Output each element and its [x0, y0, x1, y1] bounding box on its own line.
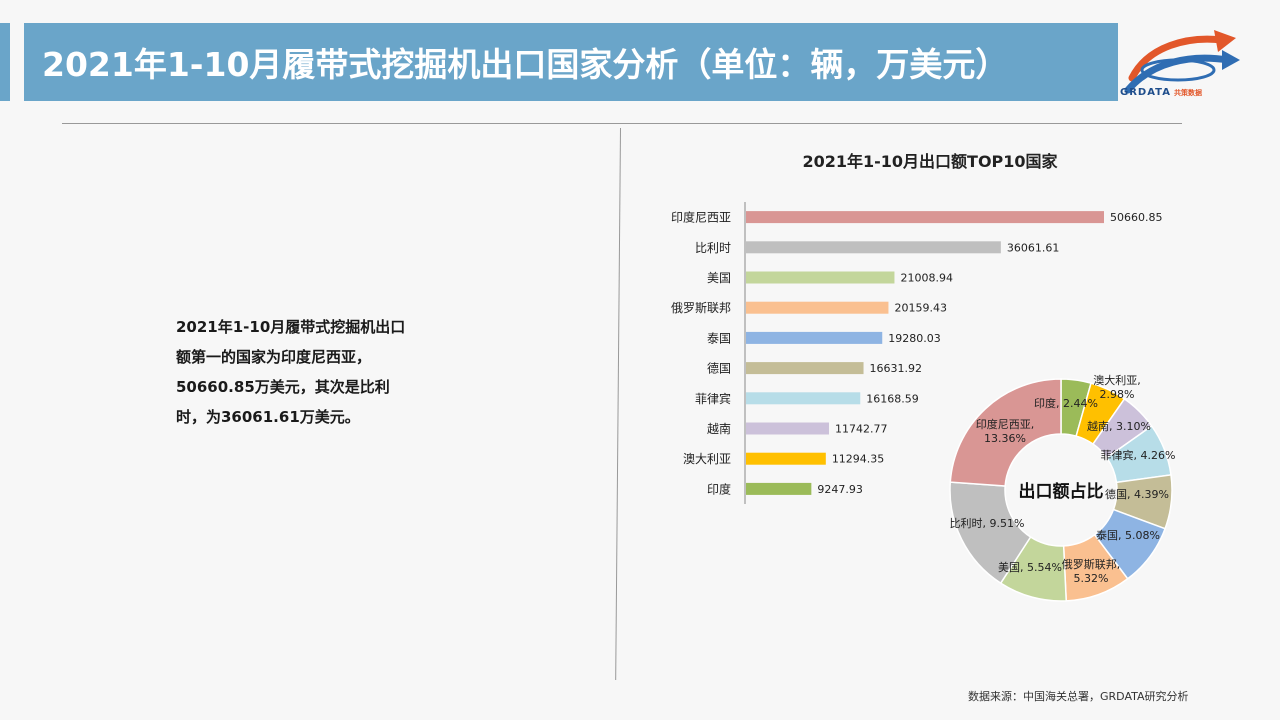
category-label: 越南 [707, 421, 731, 436]
category-label: 美国 [707, 271, 731, 285]
bar [746, 482, 812, 495]
title-accent-bar [0, 23, 10, 101]
summary-line: 50660.85万美元，其次是比利 [176, 378, 390, 396]
grdata-logo-icon [1124, 30, 1240, 94]
logo-wordmark: GRDATA 共策数据 [1120, 87, 1202, 98]
bar [746, 452, 826, 465]
category-label: 德国 [707, 361, 731, 376]
bar [746, 422, 829, 435]
source-note: 数据来源：中国海关总署，GRDATA研究分析 [968, 690, 1189, 703]
bar [746, 301, 889, 314]
slice-label: 越南, 3.10% [1087, 419, 1151, 433]
value-label: 11294.35 [832, 453, 885, 466]
bar-chart-title: 2021年1-10月出口额TOP10国家 [802, 152, 1058, 171]
bar [746, 331, 883, 344]
bar [746, 211, 1104, 224]
bar [746, 362, 864, 375]
slice-label: 比利时, 9.51% [950, 517, 1025, 530]
slice-label: 印度尼西亚, 13.36% [976, 417, 1035, 445]
value-label: 11742.77 [835, 423, 888, 436]
category-label: 印度 [707, 481, 731, 496]
header-divider [62, 123, 1182, 124]
summary-text: 2021年1-10月履带式挖掘机出口 额第一的国家为印度尼西亚， 50660.8… [176, 312, 446, 432]
value-label: 9247.93 [817, 483, 863, 496]
category-label: 印度尼西亚 [671, 210, 731, 225]
summary-line: 时，为36061.61万美元。 [176, 408, 360, 426]
bar [746, 392, 861, 405]
summary-line: 2021年1-10月履带式挖掘机出口 [176, 318, 406, 336]
slice-label: 菲律宾, 4.26% [1101, 448, 1176, 462]
slice-label: 美国, 5.54% [998, 561, 1062, 574]
value-label: 16631.92 [870, 362, 923, 375]
slice-label: 德国, 4.39% [1105, 487, 1169, 501]
category-label: 泰国 [707, 331, 731, 345]
category-label: 澳大利亚 [683, 452, 731, 466]
bar [746, 271, 895, 284]
summary-line: 额第一的国家为印度尼西亚， [176, 348, 372, 366]
title-bar [24, 23, 1118, 101]
donut-slice [949, 378, 1062, 487]
donut-center-label: 出口额占比 [1019, 481, 1104, 502]
slice-label: 澳大利亚, 2.98% [1093, 373, 1141, 401]
value-label: 16168.59 [866, 392, 919, 405]
slice-label: 印度, 2.44% [1034, 396, 1098, 410]
page-title: 2021年1-10月履带式挖掘机出口国家分析（单位：辆，万美元） [42, 45, 1009, 84]
value-label: 19280.03 [888, 332, 941, 345]
slice-label: 俄罗斯联邦, 5.32% [1062, 558, 1121, 585]
value-label: 36061.61 [1007, 241, 1060, 254]
category-label: 菲律宾 [695, 391, 731, 406]
value-label: 21008.94 [900, 272, 953, 285]
bar [746, 241, 1001, 254]
value-label: 50660.85 [1110, 211, 1163, 224]
slice-label: 泰国, 5.08% [1096, 528, 1160, 542]
value-label: 20159.43 [894, 302, 947, 315]
category-label: 俄罗斯联邦 [671, 301, 731, 315]
category-label: 比利时 [695, 241, 731, 255]
